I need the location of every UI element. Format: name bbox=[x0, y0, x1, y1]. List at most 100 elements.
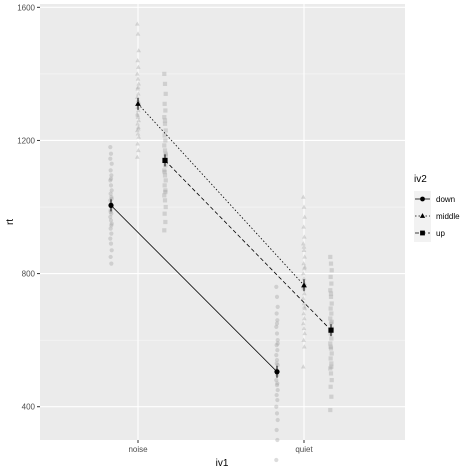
raw-point-down bbox=[275, 304, 280, 309]
raw-point-middle bbox=[135, 84, 141, 89]
raw-point-up bbox=[162, 169, 167, 175]
raw-point-up bbox=[162, 228, 167, 233]
raw-point-up bbox=[329, 311, 334, 316]
raw-point-up bbox=[329, 281, 334, 286]
mean-point-down bbox=[274, 369, 280, 375]
legend-title: iv2 bbox=[414, 174, 427, 185]
raw-point-up bbox=[163, 153, 168, 158]
raw-point-middle bbox=[134, 21, 140, 26]
raw-point-up bbox=[328, 316, 333, 321]
raw-point-down bbox=[274, 324, 279, 329]
raw-point-down bbox=[108, 183, 114, 188]
raw-point-middle bbox=[301, 244, 307, 249]
raw-point-up bbox=[162, 211, 167, 216]
raw-point-up bbox=[328, 341, 333, 346]
raw-points bbox=[108, 21, 334, 463]
raw-point-up bbox=[162, 118, 168, 123]
raw-point-down bbox=[274, 377, 279, 383]
raw-point-middle bbox=[301, 325, 307, 331]
raw-point-up bbox=[328, 384, 333, 389]
raw-point-down bbox=[274, 457, 279, 463]
raw-point-down bbox=[108, 236, 113, 241]
raw-point-up bbox=[162, 143, 167, 148]
raw-point-down bbox=[108, 226, 113, 231]
raw-point-middle bbox=[135, 121, 140, 126]
raw-point-middle bbox=[136, 147, 141, 153]
raw-point-down bbox=[274, 411, 280, 416]
raw-point-middle bbox=[300, 296, 306, 301]
raw-point-up bbox=[328, 346, 334, 351]
raw-point-up bbox=[162, 183, 167, 188]
raw-point-up bbox=[162, 71, 167, 76]
raw-point-middle bbox=[135, 141, 140, 146]
raw-point-up bbox=[328, 356, 333, 361]
raw-point-up bbox=[329, 268, 334, 273]
raw-point-down bbox=[274, 343, 279, 348]
raw-point-up bbox=[329, 394, 334, 399]
raw-point-middle bbox=[134, 127, 140, 133]
raw-point-middle bbox=[302, 315, 307, 321]
x-tick-label: quiet bbox=[295, 445, 313, 454]
raw-point-middle bbox=[136, 117, 142, 123]
raw-point-down bbox=[108, 178, 113, 183]
raw-point-down bbox=[108, 176, 114, 181]
raw-point-up bbox=[328, 344, 333, 349]
raw-point-up bbox=[163, 128, 168, 133]
raw-point-up bbox=[328, 291, 334, 296]
legend-key-marker-middle bbox=[419, 213, 426, 218]
raw-point-down bbox=[108, 218, 114, 223]
raw-point-down bbox=[109, 261, 114, 266]
raw-point-down bbox=[109, 248, 114, 253]
raw-point-middle bbox=[136, 124, 141, 129]
raw-point-down bbox=[109, 211, 114, 216]
raw-point-middle bbox=[134, 111, 140, 116]
raw-point-down bbox=[109, 194, 114, 200]
raw-point-middle bbox=[300, 241, 306, 246]
legend-label-down: down bbox=[436, 195, 455, 204]
raw-point-middle bbox=[300, 320, 306, 326]
raw-point-middle bbox=[301, 261, 306, 266]
raw-point-up bbox=[328, 321, 334, 326]
raw-point-up bbox=[329, 377, 334, 383]
raw-point-up bbox=[162, 101, 167, 106]
raw-point-middle bbox=[135, 86, 140, 91]
raw-point-down bbox=[108, 168, 113, 173]
raw-point-middle bbox=[302, 254, 308, 259]
raw-point-up bbox=[162, 193, 167, 198]
y-axis-title: rt bbox=[5, 219, 16, 225]
raw-point-down bbox=[108, 214, 113, 220]
raw-point-middle bbox=[302, 264, 308, 269]
raw-point-up bbox=[328, 371, 334, 376]
raw-point-up bbox=[328, 274, 333, 280]
raw-point-middle bbox=[135, 114, 141, 119]
plot-panel bbox=[40, 4, 405, 440]
series-line-down bbox=[110, 205, 278, 373]
raw-point-down bbox=[274, 284, 279, 290]
raw-point-down bbox=[109, 173, 114, 178]
raw-point-down bbox=[274, 427, 279, 433]
raw-point-down bbox=[274, 311, 279, 316]
raw-point-down bbox=[109, 221, 114, 226]
legend-key-marker-up bbox=[420, 230, 425, 236]
raw-point-down bbox=[109, 161, 114, 166]
raw-point-up bbox=[329, 361, 334, 366]
y-tick-label: 1200 bbox=[17, 136, 35, 145]
raw-point-up bbox=[162, 198, 168, 203]
raw-point-middle bbox=[302, 266, 307, 271]
raw-point-down bbox=[108, 156, 113, 161]
raw-point-middle bbox=[301, 247, 307, 252]
raw-point-up bbox=[329, 301, 334, 306]
raw-point-middle bbox=[136, 64, 141, 69]
raw-point-up bbox=[163, 219, 168, 225]
raw-point-middle bbox=[302, 214, 308, 219]
legend: iv2 down middle up bbox=[414, 174, 460, 242]
raw-point-up bbox=[329, 319, 334, 324]
raw-point-middle bbox=[135, 58, 140, 63]
raw-point-down bbox=[108, 145, 113, 150]
raw-point-down bbox=[275, 397, 280, 403]
raw-point-down bbox=[108, 254, 113, 260]
raw-point-middle bbox=[136, 126, 141, 131]
raw-point-up bbox=[328, 306, 333, 311]
raw-point-middle bbox=[135, 112, 140, 118]
raw-point-middle bbox=[136, 107, 141, 113]
